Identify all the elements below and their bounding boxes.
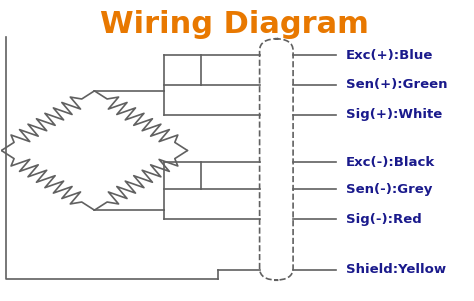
Text: Wiring Diagram: Wiring Diagram xyxy=(100,10,368,39)
Text: Sen(-):Grey: Sen(-):Grey xyxy=(346,183,432,196)
Text: Sen(+):Green: Sen(+):Green xyxy=(346,78,447,92)
Text: Shield:Yellow: Shield:Yellow xyxy=(346,263,446,276)
Text: Exc(-):Black: Exc(-):Black xyxy=(346,156,435,169)
Text: Sig(-):Red: Sig(-):Red xyxy=(346,213,421,225)
Text: Exc(+):Blue: Exc(+):Blue xyxy=(346,48,433,62)
Text: Sig(+):White: Sig(+):White xyxy=(346,108,442,121)
